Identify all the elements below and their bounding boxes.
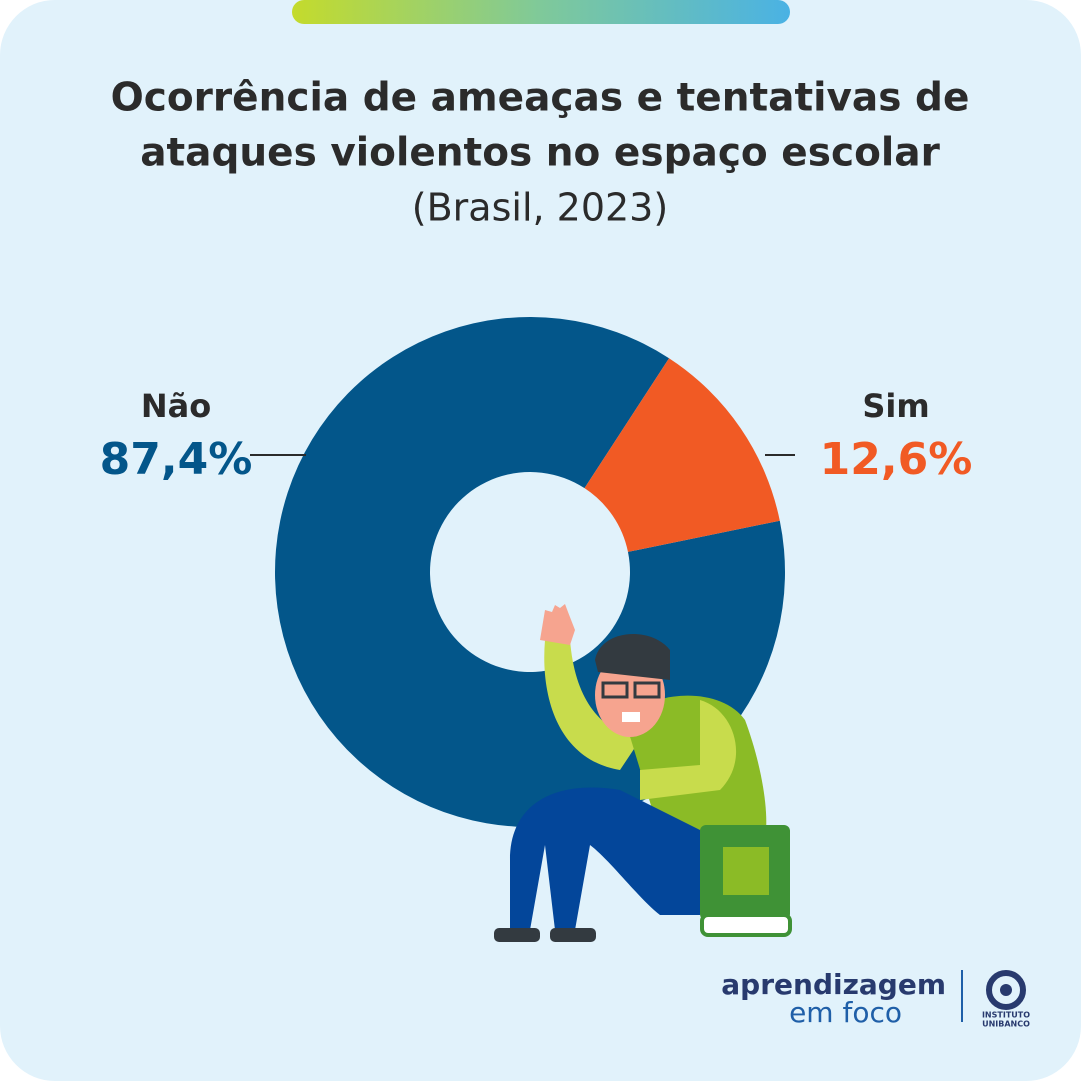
logo-icon <box>1000 984 1012 996</box>
logo: aprendizagem em foco INSTITUTO UNIBANCO <box>721 968 1030 1029</box>
donut-segment <box>584 358 780 552</box>
category-label: Não <box>141 387 211 425</box>
chart-subtitle: (Brasil, 2023) <box>412 186 668 230</box>
value-label: 87,4% <box>100 434 253 485</box>
logo-icon <box>986 970 1026 1010</box>
logo-brand: INSTITUTO <box>982 1011 1030 1020</box>
illustration <box>494 604 792 942</box>
chart-title: Ocorrência de ameaças e tentativas de <box>111 76 970 121</box>
chart-title: ataques violentos no espaço escolar <box>140 131 940 176</box>
category-label: Sim <box>862 387 929 425</box>
logo-brand: UNIBANCO <box>982 1020 1030 1029</box>
logo-text: aprendizagem <box>721 968 946 1001</box>
logo-text: em foco <box>789 996 902 1029</box>
value-label: 12,6% <box>820 434 973 485</box>
top-bar <box>292 0 790 24</box>
